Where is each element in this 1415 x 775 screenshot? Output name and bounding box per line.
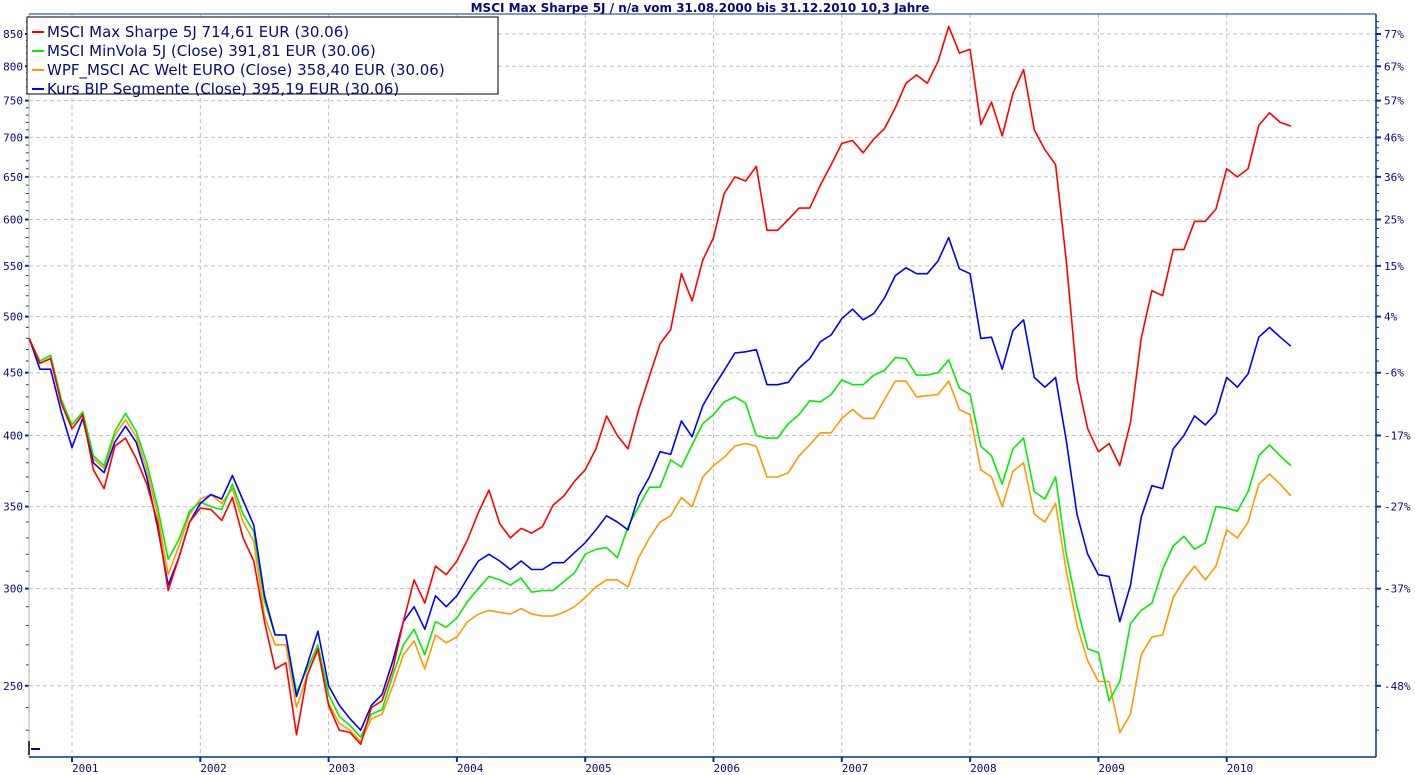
y-tick-label: 800 xyxy=(3,60,23,73)
legend-entry: Kurs BIP Segmente (Close) 395,19 EUR (30… xyxy=(47,80,399,98)
y2-tick-label: -17% xyxy=(1384,429,1411,442)
x-tick-label: 2005 xyxy=(585,762,612,775)
x-tick-label: 2001 xyxy=(72,762,99,775)
series-lines xyxy=(28,25,1292,746)
y-tick-label: 500 xyxy=(3,311,23,324)
y2-tick-label: 57% xyxy=(1384,95,1404,108)
series-line-1 xyxy=(28,25,1292,746)
grid xyxy=(29,14,1376,757)
y2-tick-label: 15% xyxy=(1384,260,1404,273)
y-tick-label: 450 xyxy=(3,367,23,380)
legend: MSCI Max Sharpe 5J 714,61 EUR (30.06)MSC… xyxy=(26,16,499,98)
x-tick-label: 2003 xyxy=(329,762,356,775)
y-tick-label: 650 xyxy=(3,171,23,184)
y2-tick-label: 36% xyxy=(1384,171,1404,184)
y-tick-label: 400 xyxy=(3,429,23,442)
y2-tick-label: -37% xyxy=(1384,583,1411,596)
x-tick-label: 2009 xyxy=(1098,762,1125,775)
y2-tick-label: -27% xyxy=(1384,501,1411,514)
legend-entry: MSCI Max Sharpe 5J 714,61 EUR (30.06) xyxy=(47,23,349,41)
x-tick-label: 2004 xyxy=(457,762,484,775)
x-tick-label: 2010 xyxy=(1227,762,1254,775)
y-tick-label: 550 xyxy=(3,260,23,273)
y-tick-label: 850 xyxy=(3,28,23,41)
chart-title: MSCI Max Sharpe 5J / n/a vom 31.08.2000 … xyxy=(471,1,930,15)
y-tick-label: 300 xyxy=(3,583,23,596)
y2-tick-label: 46% xyxy=(1384,131,1404,144)
y-tick-label: 700 xyxy=(3,131,23,144)
y2-tick-label: -48% xyxy=(1384,680,1411,693)
series-line-2 xyxy=(28,338,1292,739)
x-tick-label: 2007 xyxy=(842,762,869,775)
legend-entry: MSCI MinVola 5J (Close) 391,81 EUR (30.0… xyxy=(47,42,376,60)
y2-tick-label: 77% xyxy=(1384,28,1404,41)
y-tick-label: 750 xyxy=(3,95,23,108)
legend-box xyxy=(26,16,499,95)
scroll-start-marker[interactable] xyxy=(28,741,40,755)
y2-tick-label: -6% xyxy=(1384,367,1404,380)
series-line-4 xyxy=(28,236,1292,732)
y2-tick-label: 4% xyxy=(1384,311,1398,324)
y2-tick-label: 67% xyxy=(1384,60,1404,73)
y-tick-label: 600 xyxy=(3,214,23,227)
y-tick-label: 350 xyxy=(3,501,23,514)
series-line-3 xyxy=(28,338,1292,743)
x-tick-label: 2006 xyxy=(714,762,741,775)
y-tick-label: 250 xyxy=(3,680,23,693)
legend-entry: WPF_MSCI AC Welt EURO (Close) 358,40 EUR… xyxy=(47,61,445,80)
x-tick-label: 2008 xyxy=(970,762,997,775)
y2-tick-label: 25% xyxy=(1384,214,1404,227)
axes: 250 -48% 300 -37% 350 -27% 400 -17% 450 -6% 500 4% 5… xyxy=(3,13,1411,775)
x-tick-label: 2002 xyxy=(200,762,227,775)
